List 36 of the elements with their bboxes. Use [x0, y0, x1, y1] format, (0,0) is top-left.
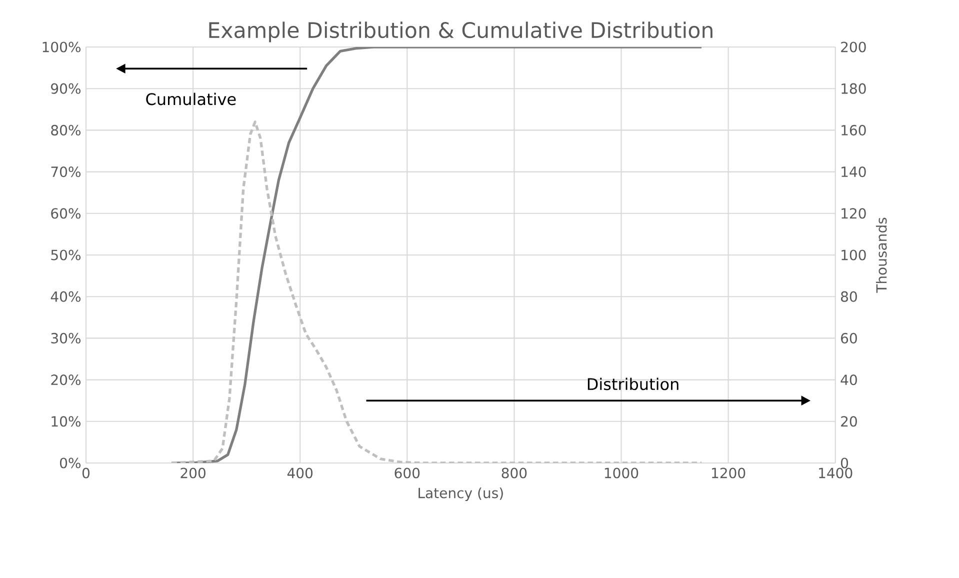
- y2-tick-label: 180: [842, 83, 866, 94]
- x-axis-title: Latency (us): [418, 487, 503, 501]
- y-tick-label: 60%: [51, 208, 81, 219]
- y-tick-label: 70%: [51, 166, 81, 178]
- y-tick-label: 40%: [50, 291, 81, 302]
- chart-title: Example Distribution & Cumulative Distribution: [209, 22, 712, 42]
- annotation: Distribution: [588, 378, 678, 390]
- x-tick-label: 400: [287, 468, 313, 478]
- x-tick-label: 800: [502, 468, 527, 478]
- x-tick-label: 1000: [604, 468, 638, 478]
- y-tick-label: 0%: [60, 458, 81, 468]
- y2-axis-title: Thousands: [876, 218, 887, 293]
- y2-tick-label: 200: [841, 42, 866, 52]
- y2-tick-label: 40: [840, 374, 857, 386]
- y-tick-label: 10%: [52, 416, 81, 427]
- y2-tick-label: 100: [842, 250, 866, 260]
- y-tick-label: 100%: [42, 42, 81, 52]
- y-tick-label: 30%: [51, 332, 81, 344]
- y2-tick-label: 160: [842, 124, 866, 136]
- x-tick-label: 1200: [712, 468, 746, 478]
- annotation: Cumulative: [146, 92, 236, 106]
- y2-tick-label: 80: [841, 291, 857, 302]
- x-tick-label: 200: [180, 468, 206, 478]
- y-tick-label: 90%: [51, 83, 81, 94]
- y-tick-label: 50%: [51, 250, 81, 260]
- y2-tick-label: 140: [842, 166, 866, 178]
- y-tick-label: 20%: [51, 374, 81, 386]
- y2-tick-label: 60: [841, 332, 857, 344]
- y-tick-label: 80%: [51, 124, 81, 136]
- x-tick-label: 0: [82, 468, 90, 478]
- y2-tick-label: 120: [842, 208, 866, 219]
- x-tick-label: 1400: [819, 468, 852, 478]
- y2-tick-label: 20: [841, 416, 857, 427]
- line-series: [170, 120, 703, 463]
- x-tick-label: 600: [394, 468, 420, 478]
- y2-tick-label: 0: [840, 458, 848, 468]
